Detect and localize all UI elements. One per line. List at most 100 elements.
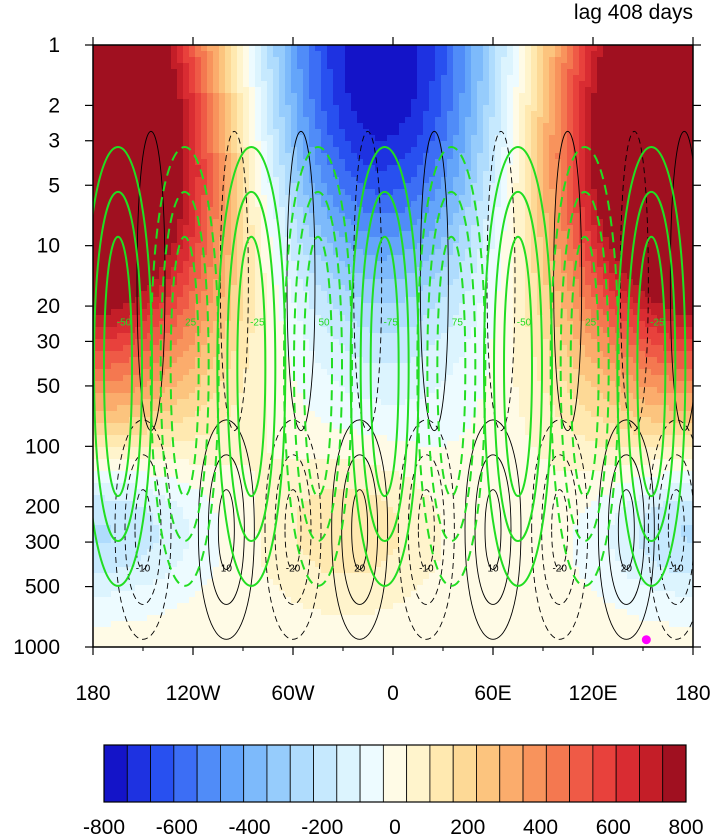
field-cell	[627, 165, 634, 172]
field-cell	[405, 231, 412, 238]
field-cell	[111, 141, 118, 148]
field-cell	[201, 291, 208, 298]
field-cell	[591, 63, 598, 70]
field-cell	[237, 51, 244, 58]
field-cell	[141, 201, 148, 208]
field-cell	[249, 321, 256, 328]
field-cell	[315, 177, 322, 184]
field-cell	[657, 303, 664, 310]
field-cell	[387, 273, 394, 280]
field-cell	[393, 177, 400, 184]
field-cell	[141, 195, 148, 202]
field-cell	[567, 297, 574, 304]
field-cell	[537, 141, 544, 148]
field-cell	[243, 57, 250, 64]
field-cell	[645, 45, 652, 52]
field-cell	[267, 111, 274, 118]
field-cell	[525, 255, 532, 262]
field-cell	[213, 135, 220, 142]
field-cell	[357, 177, 364, 184]
field-cell	[135, 123, 142, 130]
field-cell	[345, 129, 352, 136]
field-cell	[339, 249, 346, 256]
field-cell	[609, 177, 616, 184]
field-cell	[99, 111, 106, 118]
field-cell	[213, 81, 220, 88]
field-cell	[189, 285, 196, 292]
field-cell	[489, 87, 496, 94]
field-cell	[471, 291, 478, 298]
field-cell	[489, 63, 496, 70]
field-cell	[435, 285, 442, 292]
field-cell	[129, 99, 136, 106]
field-cell	[627, 249, 634, 256]
field-cell	[195, 189, 202, 196]
field-cell	[333, 243, 340, 250]
field-cell	[357, 93, 364, 100]
field-cell	[273, 189, 280, 196]
field-cell	[453, 285, 460, 292]
field-cell	[687, 303, 693, 310]
field-cell	[657, 141, 664, 148]
field-cell	[117, 117, 124, 124]
field-cell	[363, 315, 370, 322]
field-cell	[123, 159, 130, 166]
field-cell	[531, 75, 538, 82]
field-cell	[237, 309, 244, 316]
field-cell	[549, 243, 556, 250]
field-cell	[183, 153, 190, 160]
field-cell	[459, 213, 466, 220]
field-cell	[117, 285, 124, 292]
field-cell	[159, 141, 166, 148]
field-cell	[603, 339, 610, 346]
field-cell	[369, 189, 376, 196]
field-cell	[375, 99, 382, 106]
field-cell	[477, 51, 484, 58]
field-cell	[249, 183, 256, 190]
field-cell	[687, 195, 693, 202]
field-cell	[273, 339, 280, 346]
field-cell	[459, 57, 466, 64]
field-cell	[99, 93, 106, 100]
field-cell	[633, 87, 640, 94]
field-cell	[321, 321, 328, 328]
field-cell	[651, 87, 658, 94]
field-cell	[507, 237, 514, 244]
field-cell	[345, 231, 352, 238]
field-cell	[585, 213, 592, 220]
field-cell	[183, 129, 190, 136]
field-cell	[327, 171, 334, 178]
field-cell	[459, 45, 466, 52]
field-cell	[429, 297, 436, 304]
field-cell	[219, 63, 226, 70]
field-cell	[261, 261, 268, 268]
field-cell	[195, 69, 202, 76]
field-cell	[585, 63, 592, 70]
field-cell	[603, 111, 610, 118]
field-cell	[393, 141, 400, 148]
field-cell	[645, 141, 652, 148]
field-cell	[171, 249, 178, 256]
field-cell	[201, 207, 208, 214]
field-cell	[591, 87, 598, 94]
field-cell	[297, 249, 304, 256]
field-cell	[387, 69, 394, 76]
field-cell	[261, 153, 268, 160]
field-cell	[687, 261, 693, 268]
field-cell	[555, 87, 562, 94]
field-cell	[573, 243, 580, 250]
field-cell	[177, 333, 184, 340]
field-cell	[585, 147, 592, 154]
field-cell	[489, 315, 496, 322]
field-cell	[93, 261, 100, 268]
field-cell	[195, 105, 202, 112]
field-cell	[267, 63, 274, 70]
field-cell	[255, 297, 262, 304]
field-cell	[609, 117, 616, 124]
field-cell	[111, 159, 118, 166]
field-cell	[567, 273, 574, 280]
field-cell	[663, 117, 670, 124]
field-cell	[303, 177, 310, 184]
field-cell	[321, 315, 328, 322]
field-cell	[417, 165, 424, 172]
